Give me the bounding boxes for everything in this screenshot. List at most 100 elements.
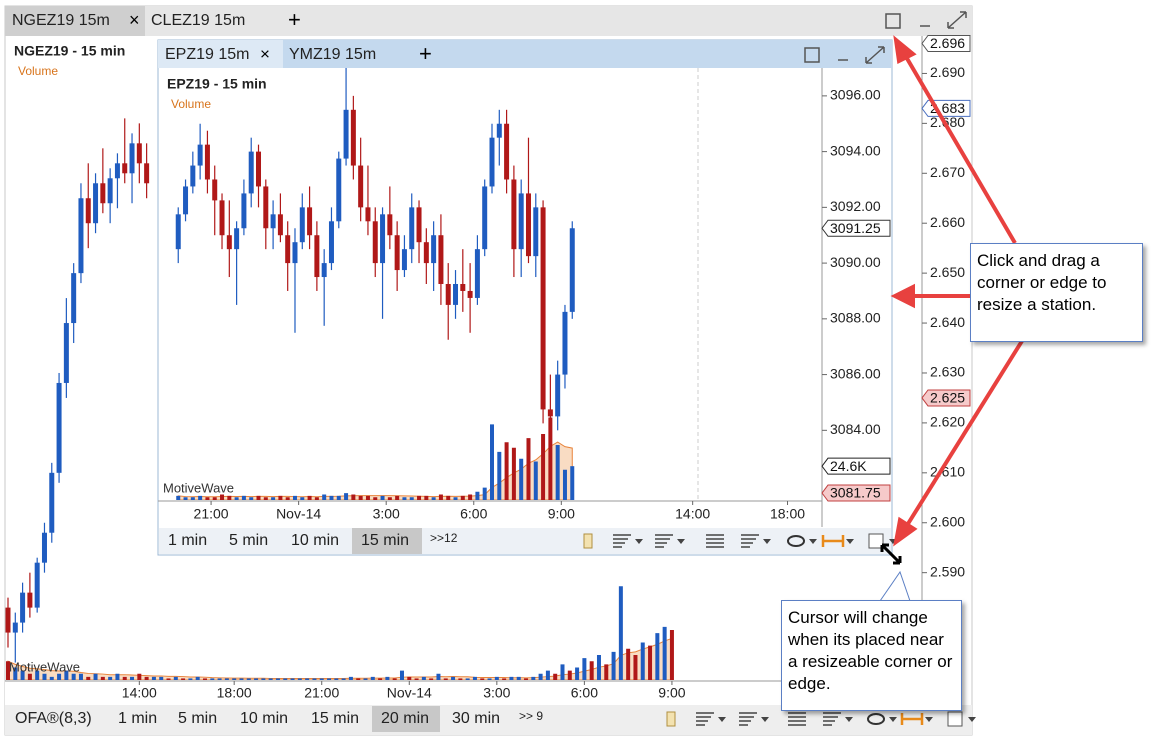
candle-body — [445, 284, 451, 305]
toolbar-icon[interactable] — [788, 712, 806, 726]
volume-bar — [130, 676, 135, 680]
volume-bar — [220, 494, 225, 500]
toolbar-icon[interactable] — [741, 534, 771, 548]
volume-bar — [351, 494, 356, 500]
y-tick-label: 2.630 — [930, 364, 965, 380]
volume-bar — [589, 661, 594, 680]
volume-bar — [202, 678, 207, 680]
volume-bar — [173, 676, 178, 680]
volume-bar — [144, 676, 149, 680]
volume-bar — [407, 676, 412, 680]
tab-add[interactable]: + — [288, 7, 301, 32]
y-tick-label: 3090.00 — [830, 254, 881, 270]
interval-button[interactable]: 5 min — [178, 710, 217, 727]
toolbar-icon[interactable] — [666, 711, 676, 727]
volume-bar — [292, 495, 297, 500]
outer-tab-selected[interactable] — [5, 6, 145, 36]
tab-label[interactable]: YMZ19 15m — [289, 46, 376, 63]
icon-part — [635, 539, 643, 544]
x-tick-label: 21:00 — [304, 685, 339, 701]
volume-average — [177, 441, 573, 500]
candle-body — [256, 151, 262, 187]
x-tick-label: 9:00 — [658, 685, 685, 701]
volume-bar — [322, 494, 327, 500]
toolbar-icon[interactable] — [613, 534, 643, 548]
tab-close[interactable]: × — [129, 10, 140, 30]
volume-bar — [378, 678, 383, 680]
price-tag-label: 2.696 — [930, 35, 965, 51]
maximize-icon[interactable] — [947, 11, 967, 29]
volume-bar — [575, 667, 580, 680]
volume-bar — [370, 676, 375, 680]
volume-bar — [541, 434, 546, 500]
toolbar-icon[interactable] — [655, 534, 685, 548]
volume-bar — [562, 469, 567, 500]
resize-cursor — [880, 543, 902, 565]
tab-add[interactable]: + — [419, 41, 432, 66]
volume-bar — [190, 497, 195, 500]
candle-body — [474, 249, 480, 298]
toolbar-icon[interactable] — [787, 535, 817, 547]
candle-body — [122, 163, 128, 174]
inner-tab-selected[interactable] — [158, 40, 283, 68]
volume-bar — [348, 676, 353, 680]
volume-bar — [533, 461, 538, 500]
candle-body — [336, 158, 342, 222]
volume-bar — [633, 655, 638, 680]
interval-button[interactable]: 10 min — [240, 710, 288, 727]
toolbar-icon[interactable] — [706, 534, 724, 548]
volume-bar — [314, 497, 319, 500]
interval-button[interactable]: 5 min — [229, 532, 268, 549]
toolbar-icon[interactable] — [821, 535, 854, 547]
volume-bar — [402, 497, 407, 500]
toolbar-icon[interactable] — [583, 533, 593, 549]
interval-button[interactable]: 1 min — [168, 532, 207, 549]
volume-bar — [108, 676, 113, 680]
interval-button[interactable]: 10 min — [291, 532, 339, 549]
arrow — [903, 53, 1017, 245]
y-tick-label: 3088.00 — [830, 310, 881, 326]
tab-label[interactable]: CLEZ19 15m — [151, 12, 245, 29]
toolbar-icon[interactable] — [696, 712, 726, 726]
candle-body — [197, 144, 203, 166]
candle-body — [482, 186, 488, 250]
candle-body — [277, 214, 283, 236]
popout-icon[interactable] — [885, 13, 901, 29]
interval-button[interactable]: 30 min — [452, 710, 500, 727]
volume-bar — [458, 678, 463, 680]
popout-icon[interactable] — [804, 47, 820, 63]
maximize-icon[interactable] — [865, 46, 885, 64]
tab-close[interactable]: × — [260, 44, 270, 63]
toolbar-icon[interactable] — [823, 712, 853, 726]
volume-bar — [312, 678, 317, 680]
more-intervals[interactable]: >>12 — [430, 531, 458, 545]
volume-bar — [205, 497, 210, 500]
toolbar-icon[interactable] — [900, 713, 933, 725]
candle-body — [136, 143, 142, 164]
study-label: Volume — [18, 64, 58, 78]
study-button[interactable]: OFA®(8,3) — [15, 710, 92, 727]
interval-button[interactable]: 20 min — [381, 710, 429, 727]
icon-part — [718, 717, 726, 722]
more-intervals[interactable]: >> 9 — [519, 709, 543, 723]
candle-body — [41, 532, 47, 563]
x-tick-label: Nov-14 — [387, 685, 432, 701]
interval-button[interactable]: 1 min — [118, 710, 157, 727]
interval-button[interactable]: 15 min — [311, 710, 359, 727]
interval-button[interactable]: 15 min — [361, 532, 409, 549]
toolbar-icon[interactable] — [739, 712, 769, 726]
toolbar-icon[interactable] — [867, 713, 897, 725]
candle-body — [358, 165, 364, 208]
candle-body — [270, 214, 276, 229]
volume-bar — [254, 678, 259, 680]
icon-part — [925, 717, 933, 722]
tab-label[interactable]: NGEZ19 15m — [12, 12, 110, 29]
icon-part — [900, 713, 924, 725]
volume-bar — [341, 678, 346, 680]
toolbar-icon[interactable] — [947, 711, 976, 727]
tab-label[interactable]: EPZ19 15m — [165, 46, 249, 63]
candle-body — [34, 562, 40, 608]
inner-station: × + 3084.00 3086.00 3088.00 3090.00 3092.00 3… — [157, 39, 897, 556]
volume-bar — [176, 495, 181, 500]
volume-bar — [278, 495, 283, 500]
